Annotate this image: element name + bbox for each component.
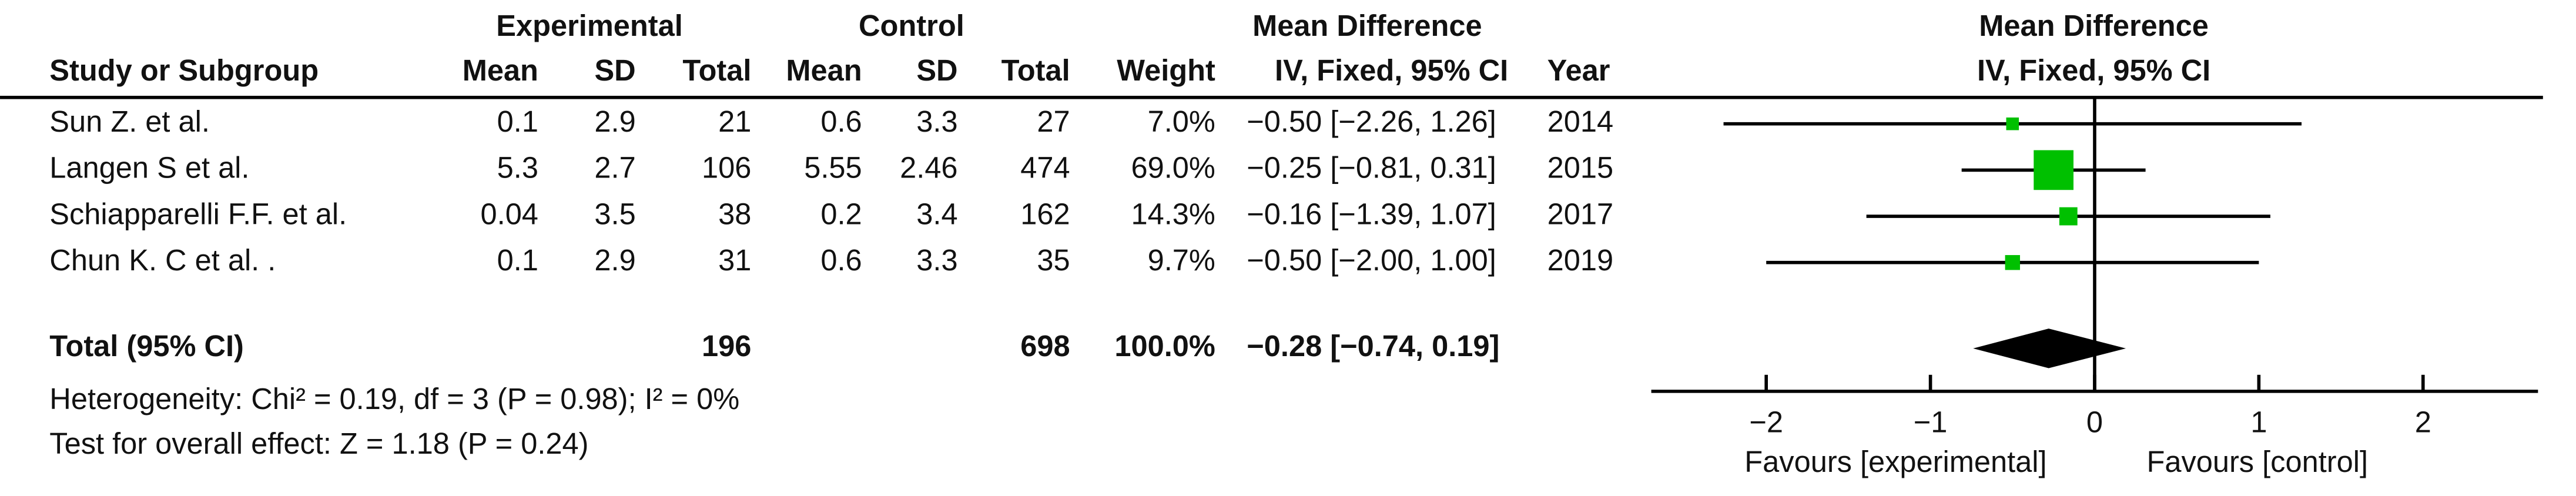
- table-cell: 5.55: [804, 151, 862, 185]
- table-cell: Sun Z. et al.: [49, 105, 210, 138]
- table-cell: 2.46: [900, 151, 957, 185]
- effect-label: −0.25 [−0.81, 0.31]: [1247, 151, 1496, 185]
- x-tick-label: −1: [1914, 405, 1948, 438]
- year: 2017: [1547, 197, 1613, 230]
- column-header: Mean: [786, 53, 862, 87]
- table-cell: Chun K. C et al. .: [49, 243, 276, 277]
- heterogeneity: Heterogeneity: Chi² = 0.19, df = 3 (P = …: [49, 382, 739, 415]
- group-header: Mean Difference: [1252, 9, 1482, 42]
- total-effect: −0.28 [−0.74, 0.19]: [1247, 329, 1499, 363]
- table-cell: 27: [1037, 105, 1070, 138]
- effect-label: −0.50 [−2.26, 1.26]: [1247, 105, 1496, 138]
- plot-title: Mean Difference: [1979, 9, 2209, 42]
- table-cell: 35: [1037, 243, 1070, 277]
- total-diamond: [1973, 329, 2126, 368]
- table-cell: 5.3: [497, 151, 538, 185]
- table-cell: Schiapparelli F.F. et al.: [49, 197, 347, 230]
- table-cell: 0.04: [481, 197, 538, 230]
- column-header: Weight: [1117, 53, 1215, 87]
- year: 2014: [1547, 105, 1613, 138]
- group-header: Experimental: [496, 9, 683, 42]
- effect-square: [2059, 207, 2078, 226]
- table-cell: 3.3: [916, 243, 957, 277]
- x-tick-label: −2: [1749, 405, 1783, 438]
- year: 2019: [1547, 243, 1613, 277]
- table-cell: 474: [1020, 151, 1070, 185]
- table-cell: 3.4: [916, 197, 957, 230]
- column-header: Mean: [463, 53, 538, 87]
- total-exp: 196: [702, 329, 751, 363]
- effect-square: [2005, 255, 2020, 270]
- table-cell: 0.6: [820, 243, 862, 277]
- column-header: Study or Subgroup: [49, 53, 319, 87]
- x-label-left: Favours [experimental]: [1744, 445, 2046, 478]
- column-header: IV, Fixed, 95% CI: [1275, 53, 1508, 87]
- column-header: Total: [682, 53, 751, 87]
- column-header: SD: [916, 53, 957, 87]
- weight: 14.3%: [1131, 197, 1215, 230]
- table-cell: 0.1: [497, 105, 538, 138]
- total-weight: 100.0%: [1114, 329, 1215, 363]
- table-cell: 2.7: [594, 151, 635, 185]
- table-cell: 162: [1020, 197, 1070, 230]
- total-label: Total (95% CI): [49, 329, 244, 363]
- overall-effect: Test for overall effect: Z = 1.18 (P = 0…: [49, 427, 588, 460]
- table-cell: 3.3: [916, 105, 957, 138]
- effect-square: [2034, 150, 2073, 190]
- table-cell: 31: [718, 243, 751, 277]
- table-cell: 106: [702, 151, 751, 185]
- plot-subtitle: IV, Fixed, 95% CI: [1977, 53, 2210, 87]
- effect-label: −0.50 [−2.00, 1.00]: [1247, 243, 1496, 277]
- table-cell: 21: [718, 105, 751, 138]
- table-cell: Langen S et al.: [49, 151, 249, 185]
- table-cell: 2.9: [594, 105, 635, 138]
- column-header: Total: [1001, 53, 1070, 87]
- column-header: Year: [1547, 53, 1610, 87]
- x-tick-label: 0: [2086, 405, 2103, 438]
- table-cell: 0.6: [820, 105, 862, 138]
- effect-label: −0.16 [−1.39, 1.07]: [1247, 197, 1496, 230]
- x-tick-label: 1: [2250, 405, 2267, 438]
- effect-square: [2006, 117, 2019, 130]
- weight: 9.7%: [1148, 243, 1215, 277]
- table-cell: 38: [718, 197, 751, 230]
- table-cell: 0.2: [820, 197, 862, 230]
- table-cell: 0.1: [497, 243, 538, 277]
- table-cell: 2.9: [594, 243, 635, 277]
- year: 2015: [1547, 151, 1613, 185]
- table-cell: 3.5: [594, 197, 635, 230]
- weight: 69.0%: [1131, 151, 1215, 185]
- total-ctl: 698: [1020, 329, 1070, 363]
- x-label-right: Favours [control]: [2146, 445, 2368, 478]
- x-tick-label: 2: [2415, 405, 2431, 438]
- column-header: SD: [594, 53, 635, 87]
- weight: 7.0%: [1148, 105, 1215, 138]
- group-header: Control: [859, 9, 964, 42]
